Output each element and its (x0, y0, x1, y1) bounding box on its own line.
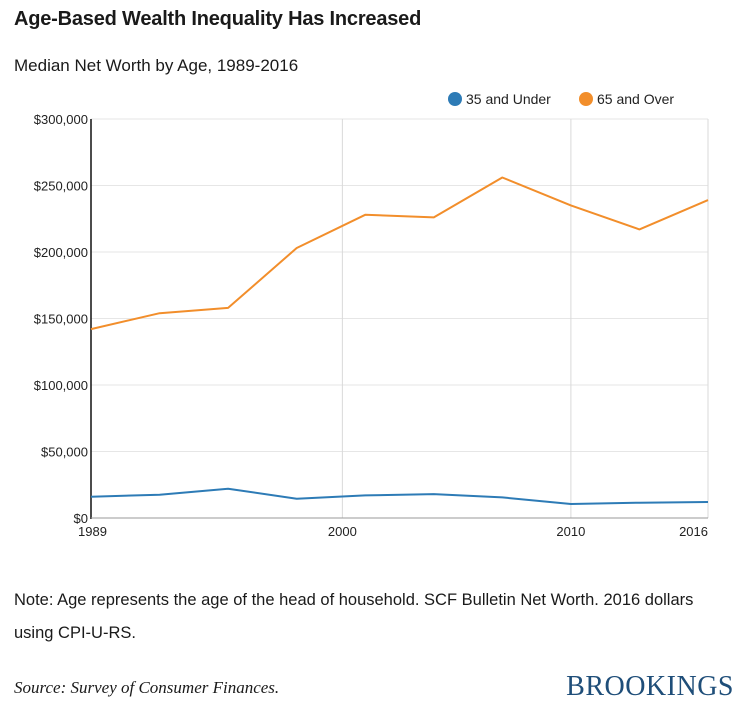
legend-label: 65 and Over (597, 91, 674, 107)
y-tick-label: $300,000 (34, 112, 88, 127)
chart-title: Age-Based Wealth Inequality Has Increase… (14, 8, 422, 30)
legend-swatch-icon (579, 92, 593, 106)
y-tick-label: $250,000 (34, 179, 88, 194)
line-chart: $0 $50,000 $100,000 $150,000 $200,000 $250,00… (34, 91, 709, 539)
legend-swatch-icon (448, 92, 462, 106)
chart-note: Note: Age represents the age of the head… (14, 591, 694, 642)
y-tick-label: $150,000 (34, 312, 88, 327)
y-tick-label: $50,000 (41, 445, 88, 460)
series-line-over-65 (90, 176, 709, 331)
chart-subtitle: Median Net Worth by Age, 1989-2016 (14, 56, 299, 75)
y-tick-label: $200,000 (34, 245, 88, 260)
y-tick-label: $100,000 (34, 378, 88, 393)
x-tick-label: 2010 (556, 524, 585, 539)
y-tick-label: $0 (74, 511, 88, 526)
series-line-under-35 (90, 487, 709, 505)
chart-source: Source: Survey of Consumer Finances. (14, 678, 280, 697)
x-tick-label: 2000 (328, 524, 357, 539)
x-tick-label: 2016 (679, 524, 708, 539)
x-tick-label: 1989 (78, 524, 107, 539)
legend-label: 35 and Under (466, 91, 551, 107)
brookings-logo: BROOKINGS (566, 671, 734, 702)
